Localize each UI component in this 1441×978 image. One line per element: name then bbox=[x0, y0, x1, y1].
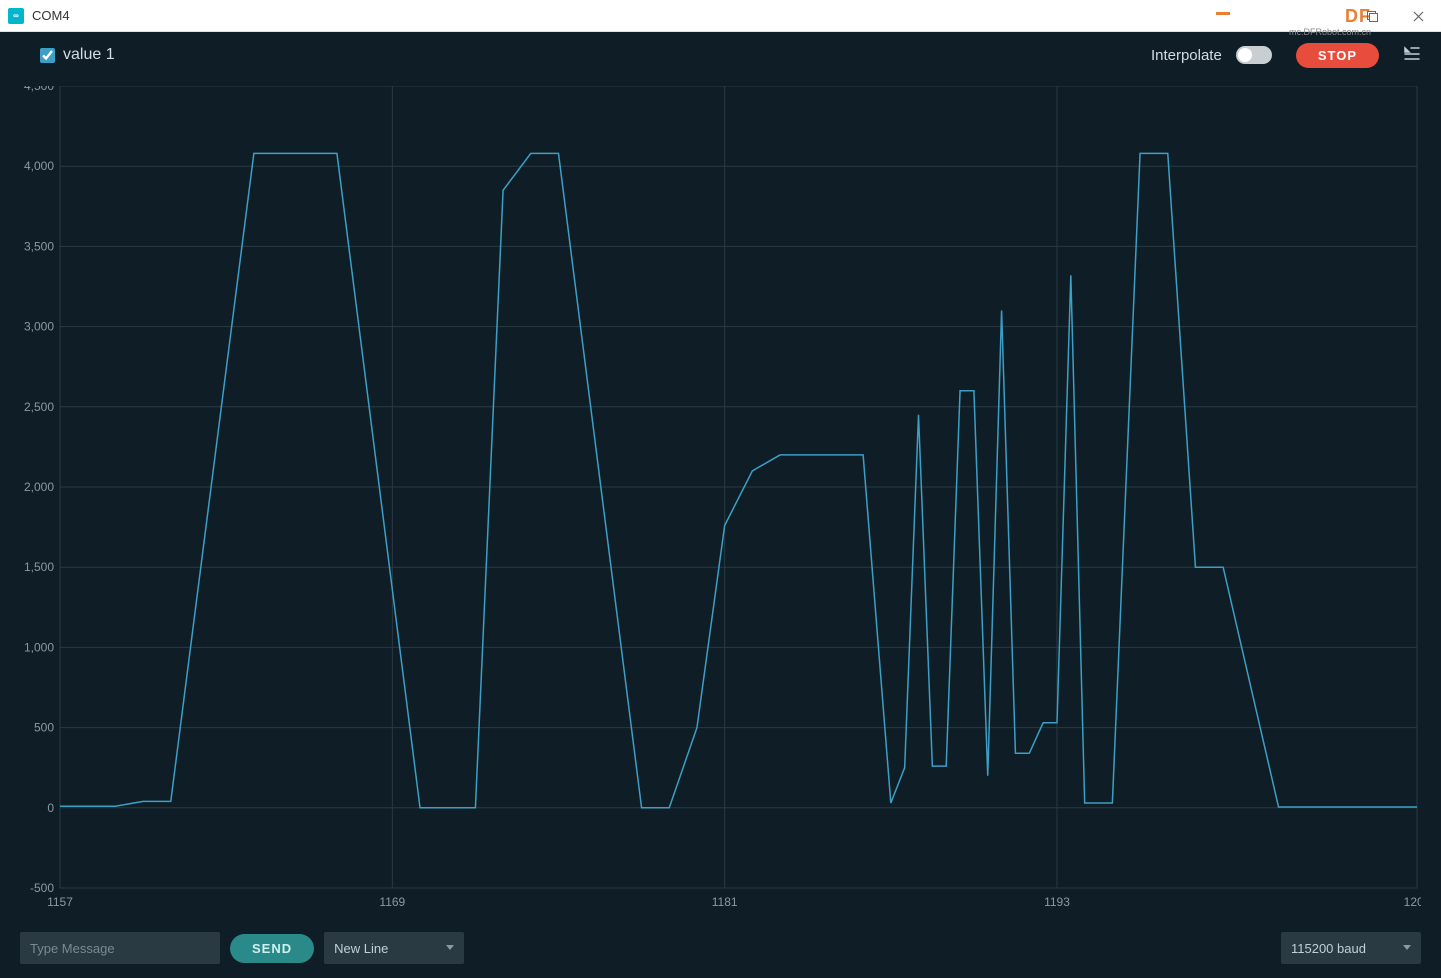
interpolate-switch[interactable] bbox=[1236, 46, 1272, 64]
svg-text:1181: 1181 bbox=[712, 895, 738, 909]
baud-select[interactable]: 115200 baud bbox=[1281, 932, 1421, 964]
svg-text:500: 500 bbox=[34, 721, 54, 735]
svg-text:0: 0 bbox=[47, 801, 54, 815]
svg-text:3,500: 3,500 bbox=[24, 239, 54, 253]
switch-knob bbox=[1238, 48, 1252, 62]
svg-text:2,000: 2,000 bbox=[24, 480, 54, 494]
send-button[interactable]: SEND bbox=[230, 934, 314, 963]
svg-text:4,500: 4,500 bbox=[24, 86, 54, 93]
svg-text:4,000: 4,000 bbox=[24, 159, 54, 173]
minimize-dash bbox=[1216, 12, 1230, 15]
interpolate-label: Interpolate bbox=[1151, 47, 1222, 64]
app-icon: ∞ bbox=[8, 8, 24, 24]
series-toggle[interactable]: value 1 bbox=[40, 46, 115, 64]
window-controls bbox=[1349, 0, 1441, 32]
svg-text:1157: 1157 bbox=[47, 895, 73, 909]
maximize-icon[interactable] bbox=[1349, 0, 1395, 32]
svg-text:1,500: 1,500 bbox=[24, 560, 54, 574]
svg-text:1,000: 1,000 bbox=[24, 640, 54, 654]
series-label: value 1 bbox=[63, 46, 115, 64]
svg-text:1193: 1193 bbox=[1044, 895, 1070, 909]
line-ending-select[interactable]: New Line bbox=[324, 932, 464, 964]
chart-area: -500 0 500 1,000 1,500 2,000 2,500 3,000 3,500 4,… bbox=[0, 78, 1441, 918]
line-chart[interactable]: -500 0 500 1,000 1,500 2,000 2,500 3,000 3,500 4,… bbox=[20, 86, 1421, 918]
svg-text:1169: 1169 bbox=[379, 895, 405, 909]
series-checkbox[interactable] bbox=[40, 48, 55, 63]
svg-text:2,500: 2,500 bbox=[24, 400, 54, 414]
window-title: COM4 bbox=[32, 8, 70, 23]
svg-text:3,000: 3,000 bbox=[24, 320, 54, 334]
menu-icon[interactable] bbox=[1403, 46, 1421, 65]
toolbar: value 1 Interpolate STOP bbox=[0, 32, 1441, 78]
stop-button[interactable]: STOP bbox=[1296, 43, 1379, 68]
titlebar: ∞ COM4 DF mc.DFRobot.com.cn bbox=[0, 0, 1441, 32]
app-body: value 1 Interpolate STOP -500 0 500 1,000 1,… bbox=[0, 32, 1441, 978]
svg-text:-500: -500 bbox=[30, 881, 54, 895]
bottom-bar: SEND New Line 115200 baud bbox=[0, 918, 1441, 978]
message-input[interactable] bbox=[20, 932, 220, 964]
svg-text:1206: 1206 bbox=[1404, 895, 1421, 909]
close-icon[interactable] bbox=[1395, 0, 1441, 32]
